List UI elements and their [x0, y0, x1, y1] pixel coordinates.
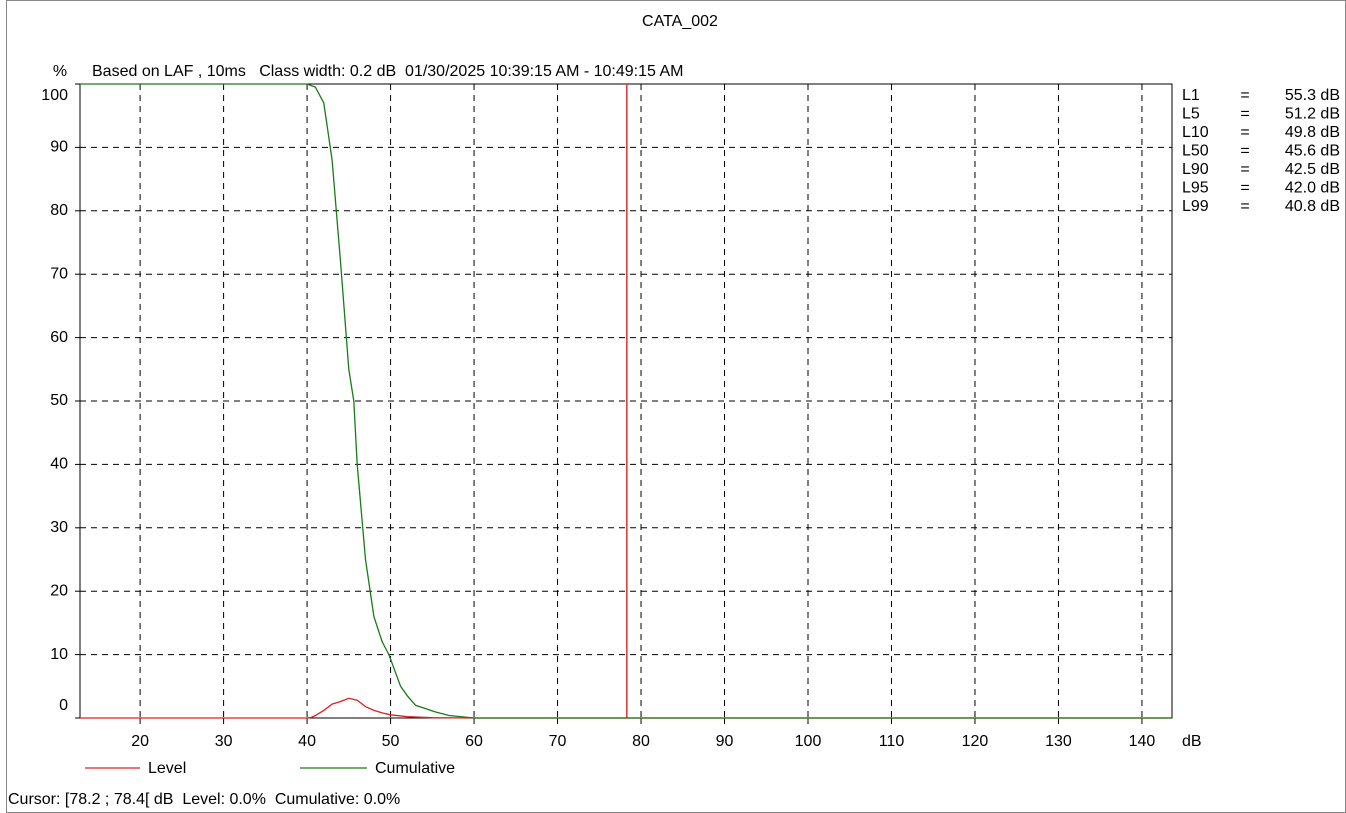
stat-sign: =	[1240, 161, 1249, 178]
y-tick-label: 30	[50, 519, 68, 536]
status-bar: Cursor: [78.2 ; 78.4[ dB Level: 0.0% Cum…	[8, 791, 400, 808]
x-tick-label: 70	[549, 733, 567, 750]
stat-label: L50	[1182, 143, 1209, 160]
y-tick-label: 60	[50, 329, 68, 346]
stat-label: L10	[1182, 124, 1209, 141]
y-tick-label: 70	[50, 265, 68, 282]
y-tick-label: 0	[59, 697, 68, 714]
x-tick-label: 50	[382, 733, 400, 750]
x-tick-label: 110	[879, 733, 905, 750]
stat-label: L99	[1182, 198, 1209, 215]
y-tick-label: 90	[50, 139, 68, 156]
stat-value: 40.8 dB	[1285, 198, 1340, 215]
stat-sign: =	[1240, 180, 1249, 197]
stat-value: 45.6 dB	[1285, 143, 1340, 160]
stat-sign: =	[1240, 198, 1249, 215]
y-tick-label: 10	[50, 646, 68, 663]
y-tick-label: 100	[41, 87, 68, 104]
chart-title: CATA_002	[642, 13, 718, 30]
subtitle: Based on LAF , 10ms Class width: 0.2 dB …	[92, 63, 683, 80]
stat-value: 42.0 dB	[1285, 180, 1340, 197]
stat-sign: =	[1240, 106, 1249, 123]
x-tick-label: 140	[1129, 733, 1156, 750]
x-tick-label: 90	[716, 733, 734, 750]
y-axis-label: %	[53, 63, 67, 80]
series-line	[80, 697, 1172, 719]
stat-value: 49.8 dB	[1285, 124, 1340, 141]
x-tick-label: 30	[215, 733, 233, 750]
stat-sign: =	[1240, 124, 1249, 141]
stat-sign: =	[1240, 143, 1249, 160]
y-tick-label: 40	[50, 456, 68, 473]
y-tick-label: 80	[50, 202, 68, 219]
stat-label: L1	[1182, 87, 1200, 104]
stat-value: 51.2 dB	[1285, 106, 1340, 123]
frame	[6, 0, 1346, 813]
legend-label: Level	[148, 760, 186, 777]
legend-label: Cumulative	[375, 760, 455, 777]
y-tick-label: 20	[50, 582, 68, 599]
x-tick-label: 80	[632, 733, 650, 750]
stat-label: L95	[1182, 180, 1209, 197]
stat-value: 55.3 dB	[1285, 87, 1340, 104]
x-tick-label: 100	[795, 733, 822, 750]
stat-label: L5	[1182, 106, 1200, 123]
x-axis-unit: dB	[1182, 733, 1202, 750]
x-tick-label: 40	[298, 733, 316, 750]
y-tick-label: 50	[50, 392, 68, 409]
x-tick-label: 60	[465, 733, 483, 750]
series-line	[80, 83, 1172, 719]
stat-value: 42.5 dB	[1285, 161, 1340, 178]
x-tick-label: 130	[1045, 733, 1072, 750]
stat-sign: =	[1240, 87, 1249, 104]
x-tick-label: 120	[962, 733, 989, 750]
stat-label: L90	[1182, 161, 1209, 178]
x-tick-label: 20	[131, 733, 149, 750]
